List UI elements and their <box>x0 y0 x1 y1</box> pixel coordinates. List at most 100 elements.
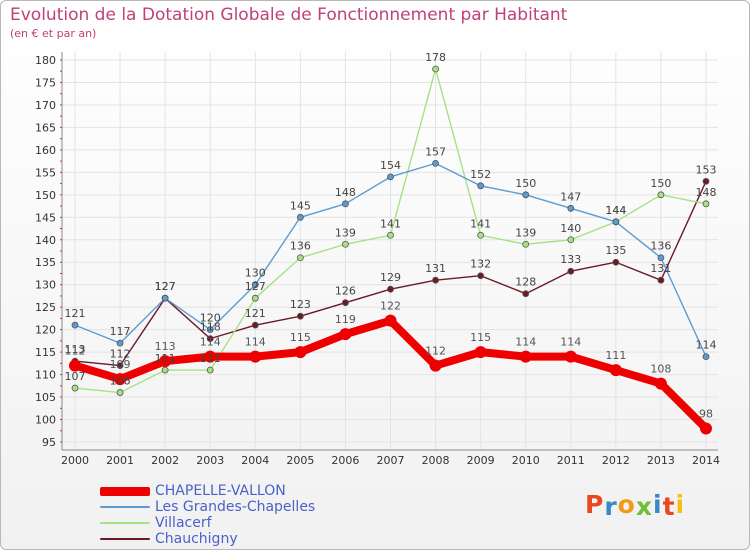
data-label: 157 <box>425 145 446 158</box>
data-label: 141 <box>470 217 491 230</box>
y-tick-label: 180 <box>35 54 56 67</box>
data-label: 154 <box>380 159 401 172</box>
data-point <box>657 276 665 284</box>
logo-letter: i <box>653 490 663 519</box>
data-label: 136 <box>650 240 671 253</box>
data-point <box>161 294 169 302</box>
data-point <box>654 377 667 390</box>
data-point <box>612 218 620 226</box>
logo-letter: x <box>635 492 653 521</box>
data-point <box>296 213 304 221</box>
y-tick-label: 150 <box>35 189 56 202</box>
data-point <box>294 346 307 359</box>
data-point <box>159 355 172 368</box>
data-point <box>251 321 259 329</box>
data-point <box>206 366 214 374</box>
y-tick-label: 125 <box>35 301 56 314</box>
data-label: 178 <box>425 51 446 64</box>
y-tick-label: 165 <box>35 121 56 134</box>
data-label: 150 <box>515 177 536 190</box>
data-point <box>387 231 394 239</box>
data-point <box>296 254 304 262</box>
data-label: 108 <box>650 363 671 376</box>
y-tick-label: 145 <box>35 211 56 224</box>
data-label: 117 <box>110 325 131 338</box>
legend-swatch-villacerf <box>100 522 150 524</box>
x-tick-label: 2011 <box>557 454 585 467</box>
data-point <box>116 389 124 396</box>
data-point <box>477 231 485 239</box>
x-tick-label: 2001 <box>106 454 134 467</box>
x-tick-label: 2002 <box>151 454 179 467</box>
data-label: 148 <box>696 186 717 199</box>
data-point <box>432 65 439 73</box>
legend-label-villacerf: Villacerf <box>155 515 212 531</box>
data-label: 114 <box>200 336 221 349</box>
data-label: 130 <box>245 267 266 280</box>
data-point <box>477 182 485 190</box>
logo-letter: r <box>604 492 618 521</box>
data-point <box>249 350 262 363</box>
data-point <box>342 240 349 248</box>
data-point <box>116 339 124 347</box>
data-label: 127 <box>155 280 176 293</box>
data-point <box>114 373 127 386</box>
data-label: 107 <box>65 370 86 383</box>
data-point <box>522 191 530 199</box>
data-label: 144 <box>605 204 626 217</box>
proxiti-logo: Proxiti <box>585 490 685 521</box>
legend-swatch-chauchigny <box>100 538 150 540</box>
data-point <box>432 159 439 167</box>
data-point <box>702 177 710 185</box>
data-label: 112 <box>65 345 86 358</box>
data-label: 152 <box>470 168 491 181</box>
data-point <box>609 364 622 377</box>
x-tick-label: 2009 <box>467 454 495 467</box>
data-label: 122 <box>380 300 401 313</box>
data-label: 114 <box>515 336 536 349</box>
data-label: 140 <box>560 222 581 235</box>
data-label: 112 <box>110 348 131 361</box>
y-tick-label: 120 <box>35 324 56 337</box>
data-point <box>702 200 710 208</box>
data-label: 131 <box>425 262 446 275</box>
data-label: 111 <box>155 352 176 365</box>
data-label: 144 <box>605 204 626 217</box>
data-label: 115 <box>290 331 311 344</box>
data-point <box>116 362 124 370</box>
chart-subtitle: (en € et par an) <box>10 27 97 40</box>
y-tick-label: 140 <box>35 234 56 247</box>
y-tick-label: 95 <box>42 436 56 449</box>
data-point <box>71 384 79 392</box>
y-tick-label: 170 <box>35 99 56 112</box>
data-point <box>702 353 710 361</box>
data-label: 131 <box>650 262 671 275</box>
data-label: 111 <box>200 352 221 365</box>
data-label: 132 <box>470 258 491 271</box>
data-label: 109 <box>110 358 131 371</box>
data-label: 113 <box>155 340 176 353</box>
data-point <box>567 267 575 275</box>
data-label: 127 <box>155 280 176 293</box>
data-label: 136 <box>290 240 311 253</box>
data-point <box>69 359 81 372</box>
data-label: 139 <box>515 226 536 239</box>
data-label: 111 <box>605 349 626 362</box>
data-point <box>296 312 304 320</box>
legend-label-chapelle-vallon: CHAPELLE-VALLON <box>155 483 286 499</box>
data-label: 145 <box>290 199 311 212</box>
data-label: 123 <box>290 298 311 311</box>
data-point <box>206 326 214 334</box>
data-point <box>384 314 397 327</box>
data-point <box>522 240 530 248</box>
data-point <box>612 258 620 266</box>
data-label: 141 <box>380 217 401 230</box>
data-label: 147 <box>560 190 581 203</box>
data-point <box>206 335 214 343</box>
data-label: 129 <box>380 271 401 284</box>
y-tick-label: 155 <box>35 166 56 179</box>
data-point <box>519 350 532 363</box>
legend-swatch-les-grandes-chapelles <box>100 506 150 508</box>
data-point <box>204 350 217 363</box>
y-tick-label: 100 <box>35 414 56 427</box>
